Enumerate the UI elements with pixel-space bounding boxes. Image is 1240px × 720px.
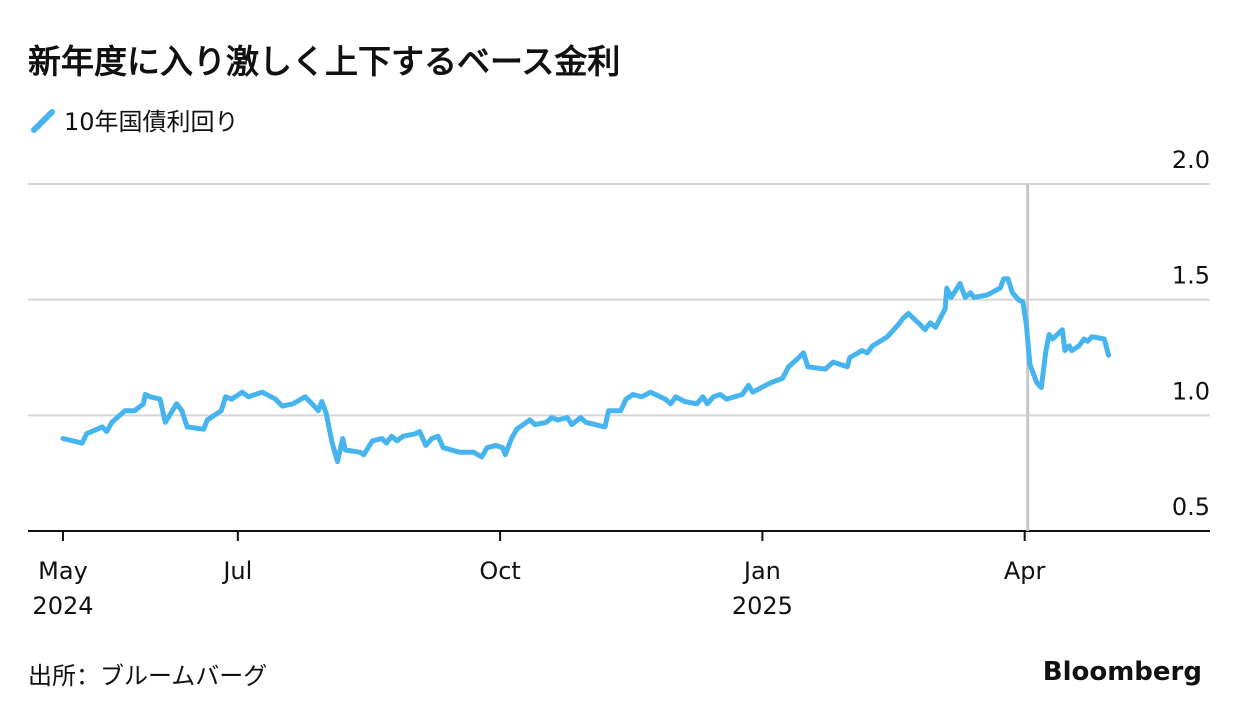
x-tick-label: May <box>38 557 88 585</box>
chart-title: 新年度に入り激しく上下するベース金利 <box>28 42 620 81</box>
x-tick-label: Oct <box>479 557 521 585</box>
x-tick-year: 2024 <box>32 592 93 620</box>
brand: Bloomberg <box>1043 657 1202 687</box>
y-tick-label: 1.0 <box>1172 377 1210 405</box>
y-tick-label: 1.5 <box>1172 262 1210 290</box>
x-tick-label: Jul <box>221 557 252 585</box>
y-tick-label: 2.0 <box>1172 146 1210 174</box>
legend-label: 10年国債利回り <box>64 108 239 136</box>
source: 出所：ブルームバーグ <box>28 662 267 690</box>
x-tick-label: Jan <box>742 557 781 585</box>
legend-swatch <box>31 109 55 133</box>
series-line <box>60 276 1112 465</box>
y-tick-label: 0.5 <box>1172 493 1210 521</box>
x-tick-label: Apr <box>1004 557 1046 585</box>
x-tick-year: 2025 <box>732 592 793 620</box>
